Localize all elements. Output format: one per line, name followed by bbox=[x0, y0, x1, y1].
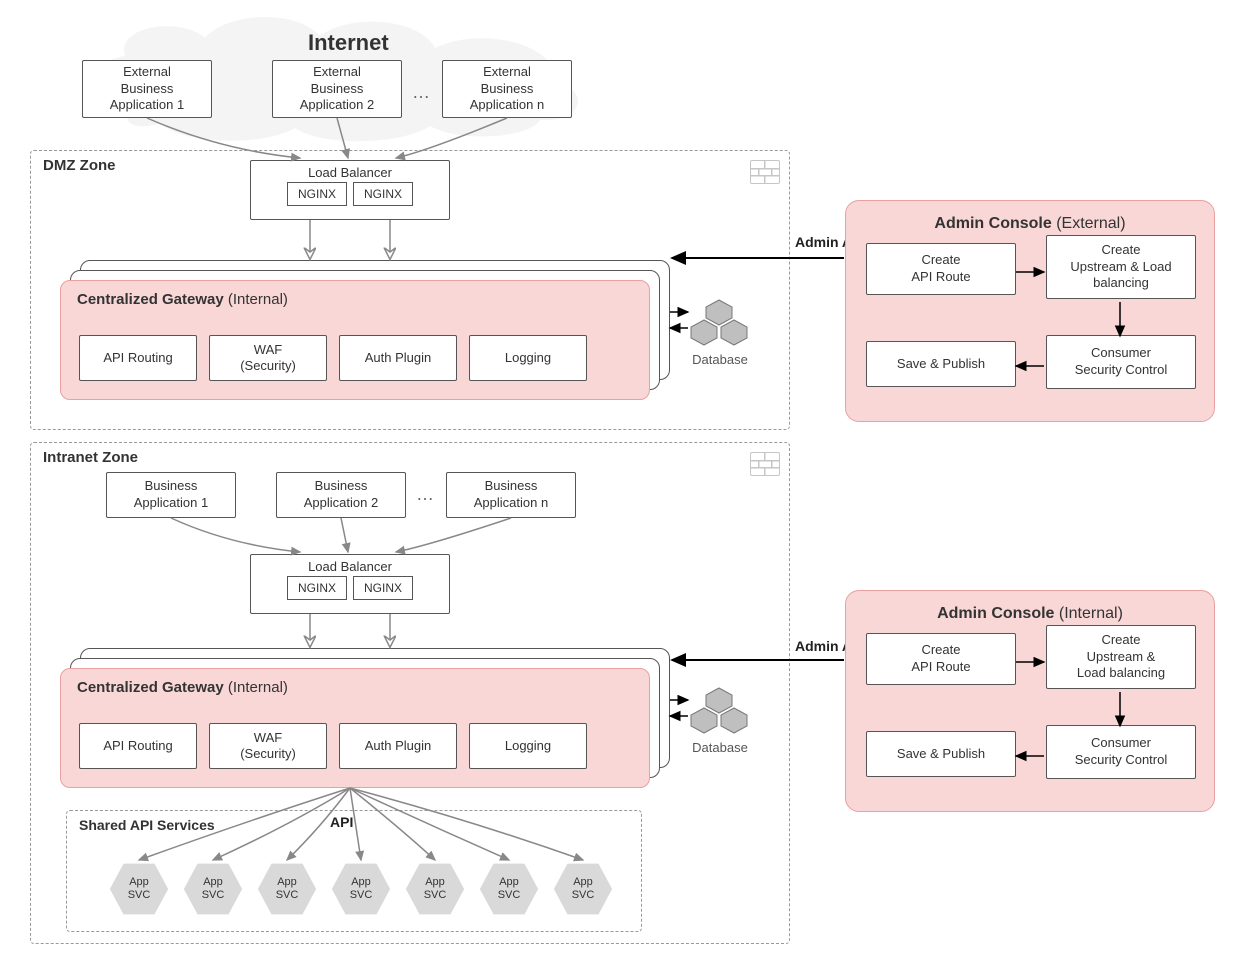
dmz-gateway-title: Centralized Gateway (Internal) bbox=[77, 291, 288, 308]
int-plugin-routing: API Routing bbox=[79, 723, 197, 769]
admin-int-save: Save & Publish bbox=[866, 731, 1016, 777]
int-app-n: BusinessApplication n bbox=[446, 472, 576, 518]
dmz-plugin-logging: Logging bbox=[469, 335, 587, 381]
dmz-lb-label: Load Balancer bbox=[251, 161, 449, 182]
svc-4: AppSVC bbox=[330, 862, 392, 916]
firewall-icon-2 bbox=[750, 452, 780, 476]
int-nginx-1: NGINX bbox=[287, 576, 347, 600]
svc-7: AppSVC bbox=[552, 862, 614, 916]
database-icon-2 bbox=[690, 686, 748, 738]
svc-2: AppSVC bbox=[182, 862, 244, 916]
int-ellipsis: … bbox=[416, 484, 436, 505]
dmz-zone-label: DMZ Zone bbox=[43, 157, 116, 174]
intranet-load-balancer: Load Balancer NGINX NGINX bbox=[250, 554, 450, 614]
int-lb-label: Load Balancer bbox=[251, 555, 449, 576]
ext-app-n: ExternalBusinessApplication n bbox=[442, 60, 572, 118]
int-plugin-waf: WAF(Security) bbox=[209, 723, 327, 769]
admin-ext-save: Save & Publish bbox=[866, 341, 1016, 387]
dmz-gateway: Centralized Gateway (Internal) API Routi… bbox=[60, 280, 650, 400]
intranet-gateway-stack: Centralized Gateway (Internal) API Routi… bbox=[60, 648, 670, 788]
dmz-nginx-1: NGINX bbox=[287, 182, 347, 206]
svc-3: AppSVC bbox=[256, 862, 318, 916]
int-plugin-logging: Logging bbox=[469, 723, 587, 769]
admin-console-internal: Admin Console (Internal) CreateAPI Route… bbox=[845, 590, 1215, 812]
intranet-zone-label: Intranet Zone bbox=[43, 449, 138, 466]
dmz-nginx-2: NGINX bbox=[353, 182, 413, 206]
ext-app-2: ExternalBusinessApplication 2 bbox=[272, 60, 402, 118]
int-plugin-auth: Auth Plugin bbox=[339, 723, 457, 769]
int-gateway-title: Centralized Gateway (Internal) bbox=[77, 679, 288, 696]
dmz-plugin-routing: API Routing bbox=[79, 335, 197, 381]
admin-int-consumer: ConsumerSecurity Control bbox=[1046, 725, 1196, 779]
admin-ext-create-route: CreateAPI Route bbox=[866, 243, 1016, 295]
admin-int-create-route: CreateAPI Route bbox=[866, 633, 1016, 685]
admin-int-upstream: CreateUpstream &Load balancing bbox=[1046, 625, 1196, 689]
int-app-2: BusinessApplication 2 bbox=[276, 472, 406, 518]
dmz-plugin-waf: WAF(Security) bbox=[209, 335, 327, 381]
int-nginx-2: NGINX bbox=[353, 576, 413, 600]
int-db-label: Database bbox=[692, 740, 748, 755]
shared-svc-label: Shared API Services bbox=[79, 817, 215, 833]
svc-6: AppSVC bbox=[478, 862, 540, 916]
dmz-load-balancer: Load Balancer NGINX NGINX bbox=[250, 160, 450, 220]
svc-1: AppSVC bbox=[108, 862, 170, 916]
int-app-1: BusinessApplication 1 bbox=[106, 472, 236, 518]
ext-app-1: ExternalBusinessApplication 1 bbox=[82, 60, 212, 118]
ext-ellipsis: … bbox=[412, 82, 432, 103]
firewall-icon bbox=[750, 160, 780, 184]
dmz-db-label: Database bbox=[692, 352, 748, 367]
admin-ext-consumer: ConsumerSecurity Control bbox=[1046, 335, 1196, 389]
internet-label: Internet bbox=[308, 30, 389, 56]
api-label: API bbox=[330, 814, 353, 830]
database-icon bbox=[690, 298, 748, 350]
dmz-plugin-auth: Auth Plugin bbox=[339, 335, 457, 381]
dmz-gateway-stack: Centralized Gateway (Internal) API Routi… bbox=[60, 260, 670, 400]
admin-ext-upstream: CreateUpstream & Loadbalancing bbox=[1046, 235, 1196, 299]
svc-5: AppSVC bbox=[404, 862, 466, 916]
admin-console-external: Admin Console (External) CreateAPI Route… bbox=[845, 200, 1215, 422]
intranet-gateway: Centralized Gateway (Internal) API Routi… bbox=[60, 668, 650, 788]
